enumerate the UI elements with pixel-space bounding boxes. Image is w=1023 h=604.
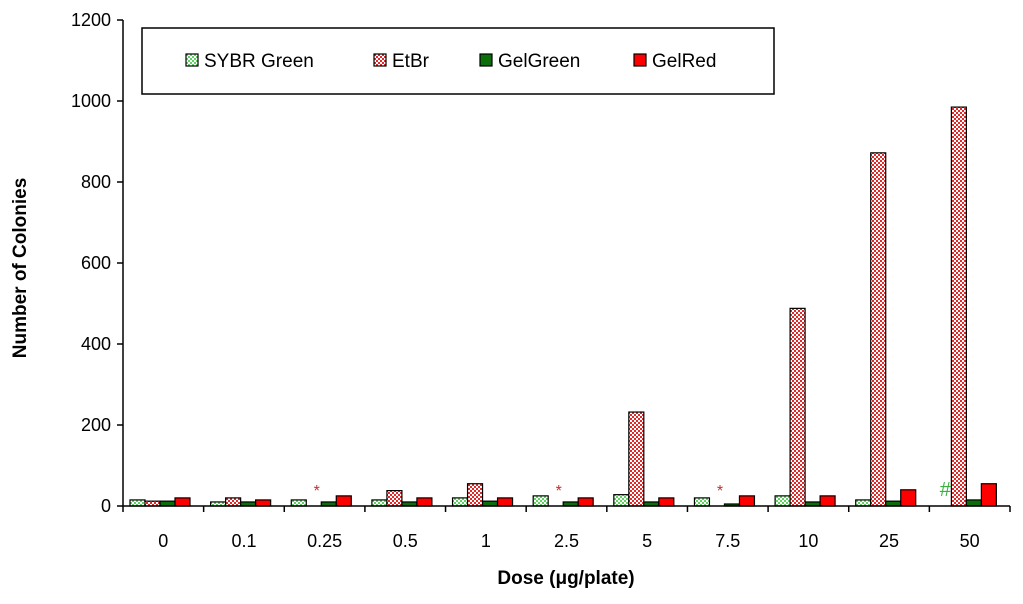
bar-gelgreen (965, 499, 982, 507)
y-tick-label: 400 (81, 334, 111, 354)
bar-gelred (819, 495, 836, 507)
x-tick-label: 2.5 (554, 531, 579, 551)
x-axis-ticks: 0 0.1 0.25 0.5 1 2.5 5 7.5 10 25 50 (122, 506, 1011, 551)
legend-swatch (479, 53, 493, 67)
bar-sybr-green (532, 495, 549, 507)
bar-etbr (628, 411, 645, 507)
legend-label: GelRed (652, 51, 716, 72)
x-tick-label: 1 (481, 531, 491, 551)
bar-sybr-green (693, 497, 711, 507)
bar-gelred (496, 497, 514, 507)
bar-gelred (174, 497, 191, 507)
bar-gelred (255, 499, 272, 507)
bar-sybr-green (129, 499, 146, 507)
legend: SYBR Green EtBr GelGreen GelRed (141, 27, 775, 95)
x-axis-title: Dose (μg/plate) (497, 568, 634, 589)
y-tick-label: 1200 (71, 10, 111, 30)
bar-sybr-green (371, 499, 388, 507)
bar-etbr (870, 152, 887, 507)
legend-box (141, 27, 775, 95)
y-tick-label: 600 (81, 253, 111, 273)
bar-sybr-green (613, 494, 630, 507)
bar-etbr (225, 497, 242, 507)
annotation-marker: * (717, 483, 723, 500)
x-tick-label: 7.5 (715, 531, 740, 551)
y-tick-label: 800 (81, 172, 111, 192)
x-tick-label: 0.1 (231, 531, 256, 551)
bar-gelred (980, 483, 997, 507)
x-tick-label: 0.5 (393, 531, 418, 551)
bar-gelred (416, 497, 433, 507)
y-tick-label: 0 (101, 496, 111, 516)
x-tick-label: 25 (879, 531, 899, 551)
bars (129, 106, 997, 507)
bar-sybr-green (855, 499, 872, 507)
x-tick-label: 0 (158, 531, 168, 551)
bar-gelred (900, 489, 917, 507)
bar-sybr-green (451, 497, 469, 507)
x-tick-label: 10 (798, 531, 818, 551)
bar-etbr (466, 483, 484, 507)
y-axis-ticks: 0 200 400 600 800 1000 1200 (71, 10, 123, 516)
annotation-marker: # (940, 479, 952, 501)
bar-sybr-green (774, 495, 791, 507)
annotations: * * * # (314, 479, 952, 501)
bar-gelred (577, 497, 594, 507)
bar-sybr-green (290, 499, 307, 507)
x-tick-label: 5 (642, 531, 652, 551)
legend-swatch (185, 53, 199, 67)
annotation-marker: * (314, 483, 320, 500)
legend-label: EtBr (392, 51, 430, 72)
plot-area: 0 200 400 600 800 1000 1200 0 0.1 0.25 0.5 1 2.5 5 7.… (71, 10, 1011, 551)
x-tick-label: 50 (960, 531, 980, 551)
bar-gelred (335, 495, 352, 507)
y-tick-label: 1000 (71, 91, 111, 111)
bar-etbr (950, 106, 967, 507)
bar-gelred (658, 497, 675, 507)
y-tick-label: 200 (81, 415, 111, 435)
x-tick-label: 0.25 (307, 531, 342, 551)
legend-items: SYBR Green EtBr GelGreen GelRed (185, 51, 716, 72)
bar-etbr (386, 490, 403, 507)
legend-label: GelGreen (498, 51, 580, 72)
bar-etbr (789, 307, 806, 507)
annotation-marker: * (556, 483, 562, 500)
bar-gelred (738, 495, 756, 507)
legend-swatch (373, 53, 387, 67)
y-axis-title: Number of Colonies (10, 178, 31, 359)
legend-swatch (633, 53, 647, 67)
legend-label: SYBR Green (204, 51, 314, 72)
